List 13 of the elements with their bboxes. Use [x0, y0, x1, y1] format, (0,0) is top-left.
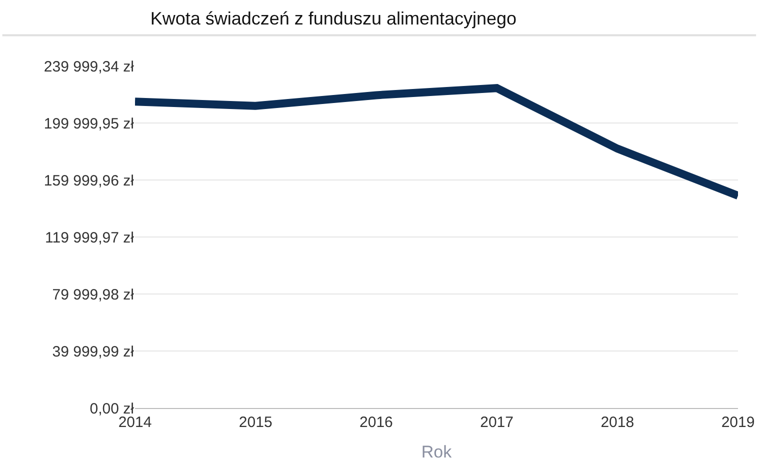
y-tick-label: 239 999,34 zł [44, 58, 135, 76]
x-tick-label: 2018 [600, 414, 634, 431]
x-tick-label: 2015 [238, 414, 272, 431]
y-tick-label: 199 999,95 zł [44, 115, 135, 132]
x-tick-label: 2016 [360, 414, 393, 431]
chart-title: Kwota świadczeń z funduszu alimentacyjnego [150, 8, 517, 28]
y-tick-label: 159 999,96 zł [44, 172, 135, 190]
y-tick-label: 79 999,98 zł [52, 286, 135, 304]
y-tick-label: 39 999,99 zł [52, 343, 135, 360]
y-tick-label: 119 999,97 zł [45, 229, 135, 246]
x-tick-label: 2017 [480, 414, 514, 431]
x-axis-title: Rok [421, 442, 452, 462]
x-tick-label: 2019 [721, 414, 755, 431]
